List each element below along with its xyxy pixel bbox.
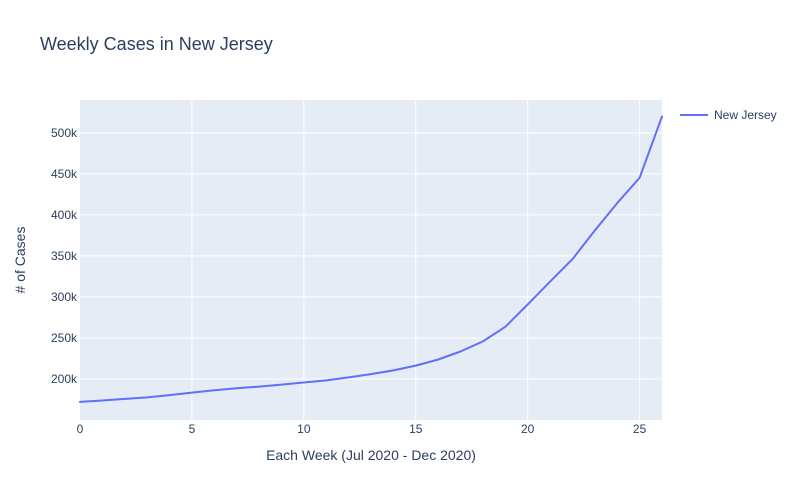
- data-point[interactable]: [77, 399, 83, 405]
- x-tick-label: 15: [409, 422, 423, 436]
- data-point[interactable]: [301, 380, 307, 386]
- y-tick-label: 200k: [51, 372, 78, 386]
- data-point[interactable]: [144, 394, 150, 400]
- data-point[interactable]: [480, 338, 486, 344]
- data-point[interactable]: [525, 301, 531, 307]
- data-point[interactable]: [211, 387, 217, 393]
- data-point[interactable]: [99, 397, 105, 403]
- data-point[interactable]: [547, 279, 553, 285]
- y-axis-ticks: 200k 250k 300k 350k 400k 450k 500k: [51, 126, 78, 386]
- plot-area: [80, 100, 662, 420]
- data-point[interactable]: [569, 256, 575, 262]
- data-point[interactable]: [278, 382, 284, 388]
- data-point[interactable]: [346, 374, 352, 380]
- data-point[interactable]: [592, 228, 598, 234]
- data-point[interactable]: [390, 367, 396, 373]
- data-point[interactable]: [502, 324, 508, 330]
- x-tick-label: 25: [633, 422, 647, 436]
- legend[interactable]: New Jersey: [680, 108, 777, 122]
- x-axis-ticks: 0 5 10 15 20 25: [77, 422, 647, 436]
- data-point[interactable]: [122, 396, 128, 402]
- data-point[interactable]: [637, 175, 643, 181]
- legend-label-new-jersey: New Jersey: [714, 108, 777, 122]
- data-point[interactable]: [659, 113, 665, 119]
- data-point[interactable]: [614, 200, 620, 206]
- y-tick-label: 250k: [51, 331, 78, 345]
- data-point[interactable]: [167, 392, 173, 398]
- series-line-new-jersey[interactable]: [79, 115, 663, 403]
- x-tick-label: 20: [521, 422, 535, 436]
- x-tick-label: 0: [77, 422, 84, 436]
- data-point[interactable]: [189, 390, 195, 396]
- y-axis-label: # of Cases: [12, 227, 28, 294]
- y-tick-label: 500k: [51, 126, 78, 140]
- x-tick-label: 5: [189, 422, 196, 436]
- y-tick-label: 450k: [51, 167, 78, 181]
- data-point[interactable]: [234, 385, 240, 391]
- y-tick-label: 300k: [51, 290, 78, 304]
- x-tick-label: 10: [297, 422, 311, 436]
- grid-lines: [80, 100, 662, 420]
- y-tick-label: 350k: [51, 249, 78, 263]
- data-point[interactable]: [368, 371, 374, 377]
- x-axis-label: Each Week (Jul 2020 - Dec 2020): [266, 447, 476, 463]
- data-point[interactable]: [458, 348, 464, 354]
- data-point[interactable]: [323, 377, 329, 383]
- data-point[interactable]: [413, 363, 419, 369]
- data-point[interactable]: [435, 357, 441, 363]
- chart-title: Weekly Cases in New Jersey: [40, 34, 273, 54]
- data-point[interactable]: [256, 384, 262, 390]
- y-tick-label: 400k: [51, 208, 78, 222]
- series-layer: [77, 113, 665, 405]
